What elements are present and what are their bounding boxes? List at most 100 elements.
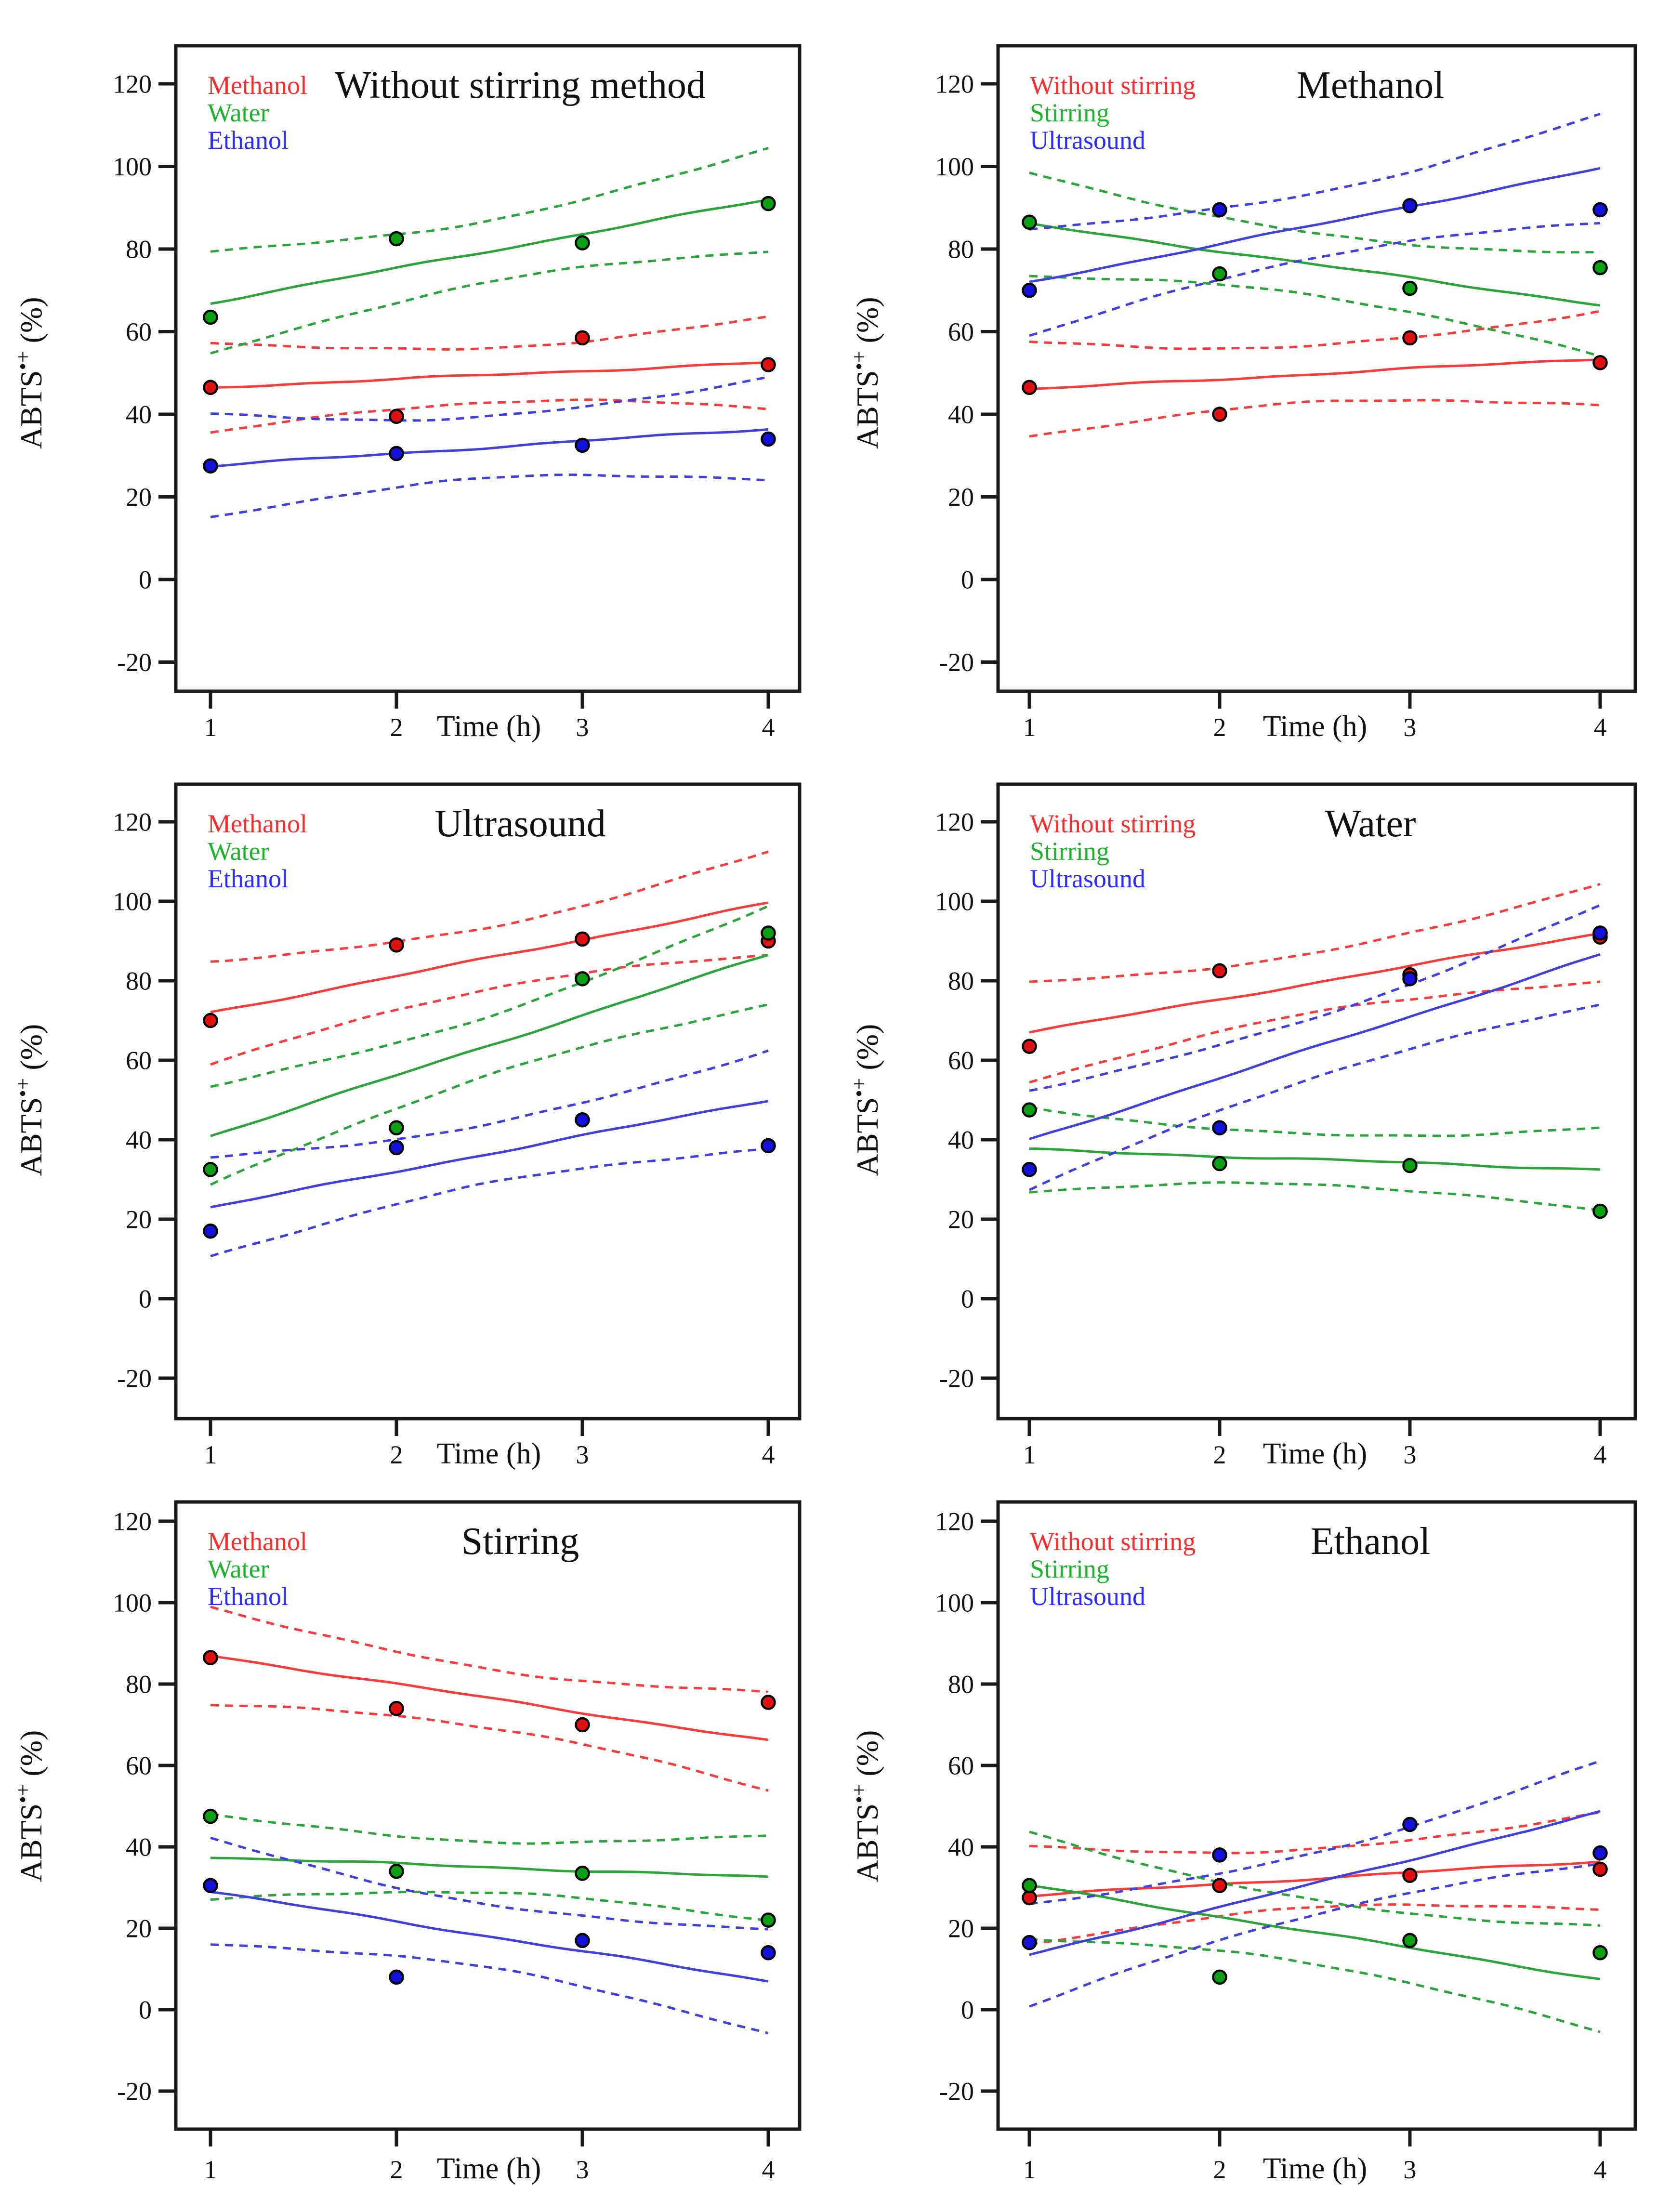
legend-item-blue: Ultrasound [1030,864,1145,893]
y-tick-label: 80 [126,235,152,263]
y-tick-label: 120 [935,807,974,836]
panel-ethanol: 120 100 80 60 40 20 0 -20 1 2 3 4 Time (h) ABTS•+ (%)… [847,1500,1637,2185]
y-tick-label: 20 [126,1914,152,1943]
data-point-green [1592,1203,1608,1219]
band-lower-green [210,1890,769,1922]
data-point-red [389,937,404,953]
legend-item-green: Water [208,98,269,127]
legend-item-blue: Ethanol [208,864,289,893]
x-axis-label: Time (h) [1263,2152,1367,2185]
fit-line-red [210,1654,769,1741]
y-tick-label: 80 [948,1670,974,1698]
y-tick-label: 40 [126,1832,152,1861]
legend-item-red: Without stirring [1030,71,1196,100]
fit-line-green [210,954,769,1137]
data-point-blue [389,1140,404,1156]
x-tick-label: 1 [204,1440,217,1469]
plot-border [996,1500,1637,2131]
legend-item-red: Without stirring [1030,1527,1196,1556]
band-lower-green [210,250,769,355]
legend-item-blue: Ethanol [208,1582,289,1611]
y-tick-label: 20 [948,483,974,512]
data-point-blue [203,1878,218,1894]
data-point-red [203,1013,218,1028]
y-axis-label: ABTS•+ (%) [11,1024,48,1176]
data-point-green [389,231,404,247]
y-tick-label: 60 [126,1046,152,1075]
data-point-green [761,196,776,211]
data-point-red [1022,380,1037,395]
data-point-red [761,1695,776,1710]
data-point-red [1212,407,1227,422]
y-axis-label: ABTS•+ (%) [847,297,884,449]
data-point-blue [1592,925,1608,941]
panel-stirring: 120 100 80 60 40 20 0 -20 1 2 3 4 Time (h) ABTS•+ (%)… [11,1500,802,2185]
data-point-green [761,1912,776,1928]
band-lower-red [210,1704,769,1792]
legend-item-blue: Ultrasound [1030,1582,1145,1611]
x-tick-label: 3 [576,713,589,742]
plot-border [174,44,802,693]
data-point-blue [203,458,218,474]
data-point-blue [1022,1935,1037,1950]
y-tick-label: 120 [113,69,152,98]
data-point-green [203,1808,218,1824]
data-point-blue [203,1224,218,1239]
fit-line-red [1029,358,1601,391]
y-tick-label: 60 [948,1046,974,1075]
x-tick-label: 3 [576,1440,589,1469]
fit-line-blue [1029,1810,1601,1956]
data-point-blue [1022,283,1037,298]
legend-item-blue: Ultrasound [1030,126,1145,155]
band-lower-red [1029,399,1601,438]
data-point-green [1022,1878,1037,1894]
y-tick-label: 120 [113,807,152,836]
y-tick-label: 20 [126,1205,152,1234]
data-point-red [761,357,776,372]
data-point-red [389,1700,404,1716]
fit-line-blue [210,1100,769,1209]
x-tick-label: 1 [1023,713,1036,742]
band-upper-green [210,146,769,253]
band-upper-red [1029,1811,1601,1855]
y-axis-label: ABTS•+ (%) [11,1730,48,1883]
y-axis-label: ABTS•+ (%) [847,1024,884,1176]
data-point-blue [1592,1845,1608,1861]
x-tick-label: 3 [1404,713,1417,742]
data-point-green [1402,1933,1418,1949]
data-point-green [1212,1969,1227,1985]
y-tick-label: 100 [113,152,152,181]
data-point-blue [1402,198,1418,213]
panel-methanol: 120 100 80 60 40 20 0 -20 1 2 3 4 Time (h) ABTS•+ (%)… [847,44,1637,743]
data-point-blue [575,437,590,453]
x-axis-label: Time (h) [437,1437,541,1470]
x-tick-label: 2 [1213,2155,1226,2184]
data-point-blue [1402,971,1418,987]
fit-line-green [210,1856,769,1878]
fit-line-blue [1029,167,1601,283]
data-point-blue [1212,1847,1227,1863]
band-upper-red [210,315,769,351]
data-point-blue [1212,202,1227,218]
fit-line-green [1029,1884,1601,1980]
fit-line-red [210,361,769,389]
y-tick-label: 20 [948,1914,974,1943]
data-point-green [1402,1158,1418,1173]
fit-line-blue [210,1891,769,1983]
fit-line-green [210,198,769,305]
x-tick-label: 4 [1594,713,1607,742]
x-tick-label: 2 [1213,713,1226,742]
data-point-red [1402,330,1418,346]
x-tick-label: 4 [1594,2155,1607,2184]
y-tick-label: 0 [961,1284,974,1313]
data-point-blue [389,1969,404,1985]
band-upper-red [210,850,769,963]
data-point-blue [575,1933,590,1949]
data-point-green [203,309,218,325]
x-tick-label: 2 [390,713,403,742]
y-tick-label: 20 [948,1205,974,1234]
y-tick-label: 100 [935,152,974,181]
y-tick-label: 40 [126,1125,152,1154]
